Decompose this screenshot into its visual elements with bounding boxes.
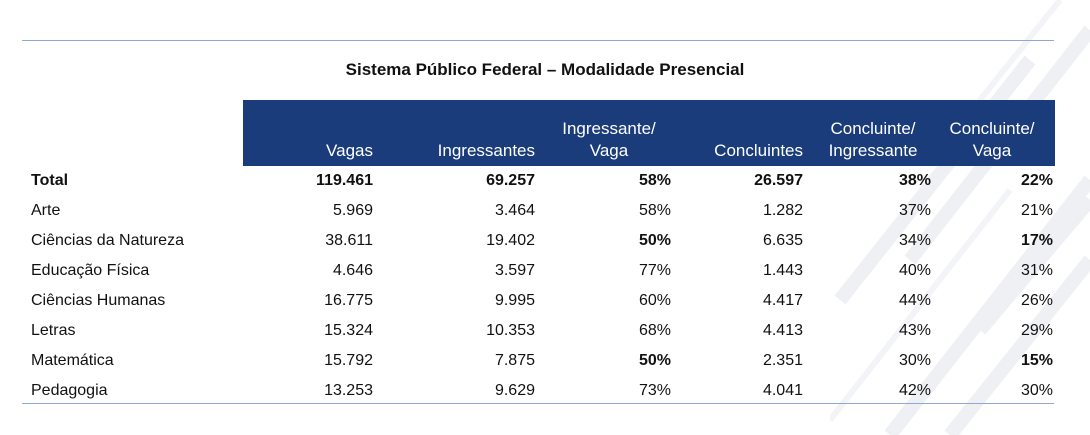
table-row: Educação Física 4.646 3.597 77% 1.443 40… [25, 256, 1055, 286]
cell-concluinte-vaga: 29% [1020, 322, 1053, 339]
header-vagas: Vagas [243, 100, 379, 166]
table-title: Sistema Público Federal – Modalidade Pre… [345, 60, 745, 79]
cell-concluinte-ingressante: 38% [898, 172, 931, 189]
bottom-divider [22, 403, 1054, 404]
cell-concluintes: 2.351 [762, 352, 803, 369]
cell-vagas: 13.253 [324, 382, 373, 399]
cell-ingressante-vaga: 58% [638, 202, 671, 219]
row-name: Ciências da Natureza [31, 232, 184, 249]
header-ingressantes: Ingressantes [379, 100, 541, 166]
header-line1: Concluinte/ [949, 119, 1035, 138]
cell-vagas: 4.646 [332, 262, 373, 279]
header-line1: Ingressante/ [562, 119, 656, 138]
cell-concluintes: 26.597 [754, 172, 803, 189]
cell-ingressantes: 69.257 [486, 172, 535, 189]
cell-concluintes: 4.417 [762, 292, 803, 309]
cell-concluintes: 4.041 [762, 382, 803, 399]
cell-concluinte-ingressante: 34% [898, 232, 931, 249]
cell-concluinte-ingressante: 40% [898, 262, 931, 279]
row-name: Pedagogia [31, 382, 108, 399]
cell-concluinte-ingressante: 42% [898, 382, 931, 399]
cell-concluinte-ingressante: 43% [898, 322, 931, 339]
row-name: Ciências Humanas [31, 292, 166, 309]
cell-ingressantes: 3.464 [494, 202, 535, 219]
header-ingressante-vaga: Ingressante/ Vaga [541, 100, 677, 166]
table-row-total: Total 119.461 69.257 58% 26.597 38% 22% [25, 166, 1055, 196]
row-name: Total [31, 172, 69, 189]
row-name: Letras [31, 322, 76, 339]
cell-ingressante-vaga: 50% [638, 352, 671, 369]
cell-ingressantes: 3.597 [494, 262, 535, 279]
header-concluinte-ingressante: Concluinte/ Ingressante [809, 100, 937, 166]
header-line2: Ingressantes [437, 141, 535, 160]
header-blank-cell [25, 100, 243, 166]
cell-concluinte-vaga: 22% [1020, 172, 1053, 189]
cell-concluintes: 1.282 [762, 202, 803, 219]
table-row: Matemática 15.792 7.875 50% 2.351 30% 15… [25, 346, 1055, 376]
cell-ingressante-vaga: 73% [638, 382, 671, 399]
cell-concluinte-vaga: 30% [1020, 382, 1053, 399]
top-divider [22, 40, 1054, 41]
cell-concluinte-vaga: 21% [1020, 202, 1053, 219]
cell-ingressantes: 7.875 [494, 352, 535, 369]
cell-ingressante-vaga: 68% [638, 322, 671, 339]
cell-concluintes: 6.635 [762, 232, 803, 249]
header-concluintes: Concluintes [677, 100, 809, 166]
cell-concluintes: 4.413 [762, 322, 803, 339]
table-row: Letras 15.324 10.353 68% 4.413 43% 29% [25, 316, 1055, 346]
table-row: Pedagogia 13.253 9.629 73% 4.041 42% 30% [25, 376, 1055, 406]
table-row: Ciências da Natureza 38.611 19.402 50% 6… [25, 226, 1055, 256]
cell-concluinte-ingressante: 30% [898, 352, 931, 369]
cell-ingressantes: 9.995 [494, 292, 535, 309]
header-line1: Concluinte/ [830, 119, 916, 138]
row-name: Arte [31, 202, 61, 219]
header-line2: Concluintes [714, 141, 803, 160]
header-line2: Vaga [589, 141, 629, 160]
cell-ingressantes: 19.402 [486, 232, 535, 249]
cell-ingressante-vaga: 50% [638, 232, 671, 249]
header-concluinte-vaga: Concluinte/ Vaga [937, 100, 1055, 166]
cell-concluinte-vaga: 17% [1020, 232, 1053, 249]
table-row: Ciências Humanas 16.775 9.995 60% 4.417 … [25, 286, 1055, 316]
row-name: Matemática [31, 352, 114, 369]
header-row: Vagas Ingressantes Ingressante/ Vaga Con… [25, 100, 1055, 166]
cell-concluinte-vaga: 15% [1020, 352, 1053, 369]
cell-concluinte-ingressante: 37% [898, 202, 931, 219]
cell-vagas: 15.324 [324, 322, 373, 339]
cell-vagas: 119.461 [316, 172, 373, 189]
cell-concluinte-vaga: 26% [1020, 292, 1053, 309]
data-table: Vagas Ingressantes Ingressante/ Vaga Con… [25, 100, 1055, 406]
header-line2: Vagas [326, 141, 373, 160]
row-name: Educação Física [31, 262, 150, 279]
cell-ingressantes: 10.353 [486, 322, 535, 339]
header-line2: Ingressante [828, 141, 918, 160]
cell-concluinte-vaga: 31% [1020, 262, 1053, 279]
header-line2: Vaga [972, 141, 1012, 160]
cell-vagas: 15.792 [324, 352, 373, 369]
table-row: Arte 5.969 3.464 58% 1.282 37% 21% [25, 196, 1055, 226]
cell-vagas: 38.611 [325, 232, 373, 249]
cell-ingressante-vaga: 58% [638, 172, 671, 189]
cell-ingressantes: 9.629 [494, 382, 535, 399]
cell-concluinte-ingressante: 44% [898, 292, 931, 309]
cell-concluintes: 1.443 [762, 262, 803, 279]
cell-ingressante-vaga: 77% [638, 262, 671, 279]
cell-ingressante-vaga: 60% [638, 292, 671, 309]
cell-vagas: 16.775 [324, 292, 373, 309]
cell-vagas: 5.969 [332, 202, 373, 219]
